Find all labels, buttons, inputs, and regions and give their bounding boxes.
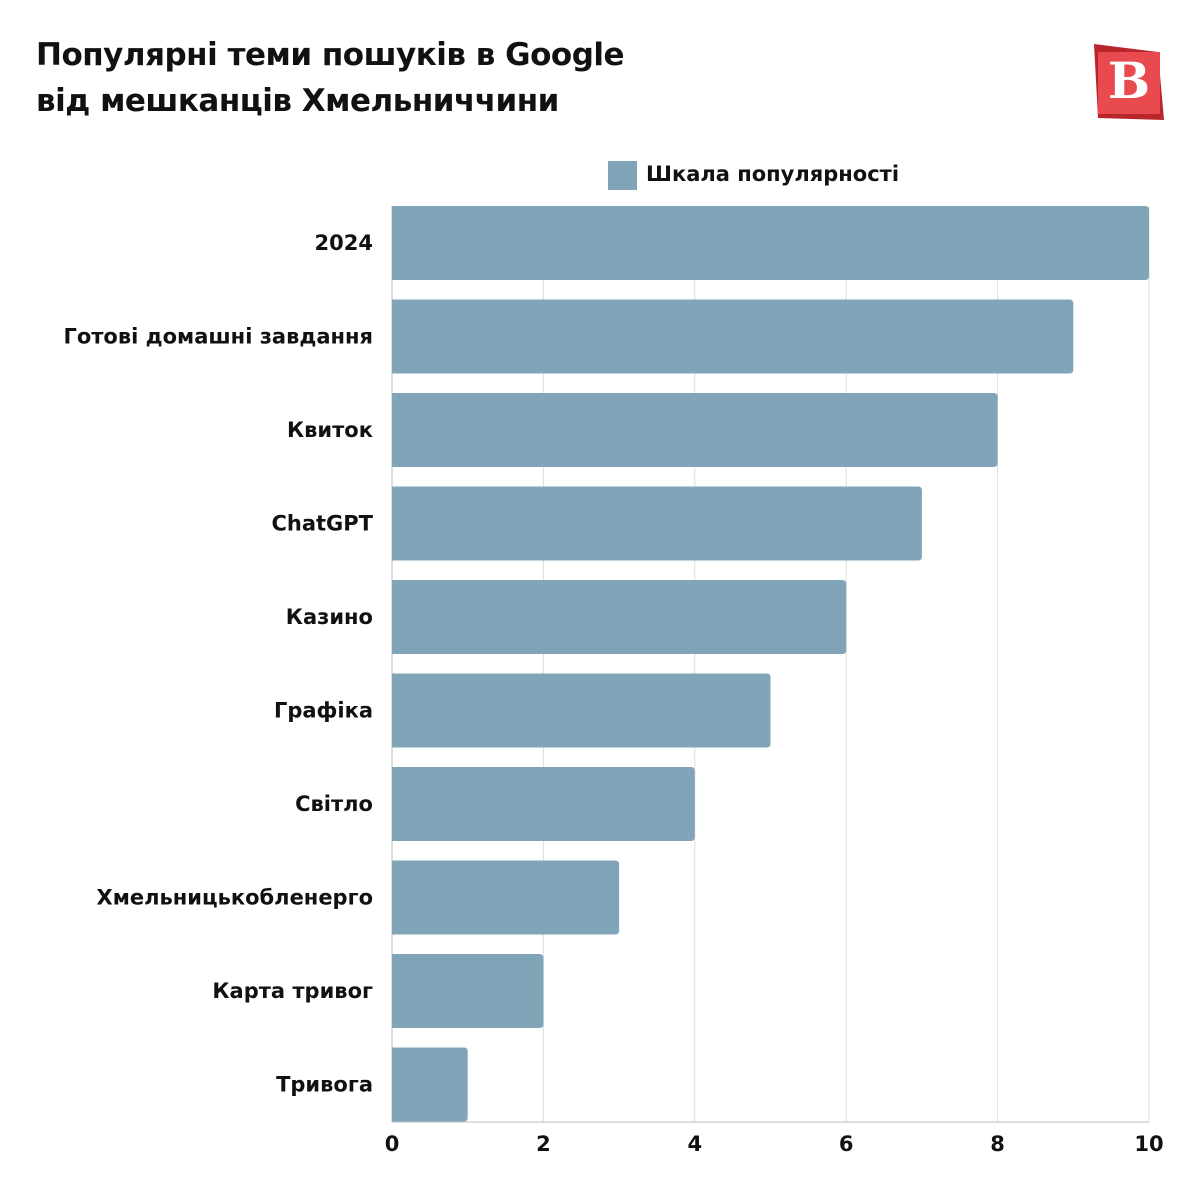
legend-label: Шкала популярності [646,162,899,186]
bar [392,860,620,935]
chart-title: Популярні теми пошуків в Google від мешк… [36,37,625,119]
bar [392,393,998,467]
x-tick-label: 4 [687,1132,702,1156]
bar [392,206,1149,280]
y-tick-label: ChatGPT [271,512,373,536]
logo-text: B [1108,51,1150,110]
legend-swatch [608,161,637,190]
x-tick-label: 6 [839,1132,854,1156]
y-tick-label: Хмельницькобленерго [97,886,373,910]
bar [392,767,695,841]
y-tick-label: Світло [295,792,373,816]
logo-box [1098,52,1160,114]
bar [392,299,1074,374]
y-tick-label: Готові домашні завдання [63,325,373,349]
y-tick-label: Карта тривог [212,979,373,1003]
y-tick-label: Казино [286,605,373,629]
bar [392,1047,468,1122]
x-tick-label: 10 [1134,1132,1163,1156]
bar [392,673,771,748]
bar [392,954,544,1028]
x-tick-label: 0 [385,1132,400,1156]
y-tick-label: 2024 [315,231,373,255]
x-tick-label: 8 [990,1132,1005,1156]
bar [392,486,922,561]
x-tick-label: 2 [536,1132,551,1156]
logo: B [1094,44,1164,120]
y-tick-label: Квиток [287,418,373,442]
bar [392,580,847,654]
y-tick-label: Тривога [276,1073,373,1097]
y-tick-label: Графіка [274,699,373,723]
